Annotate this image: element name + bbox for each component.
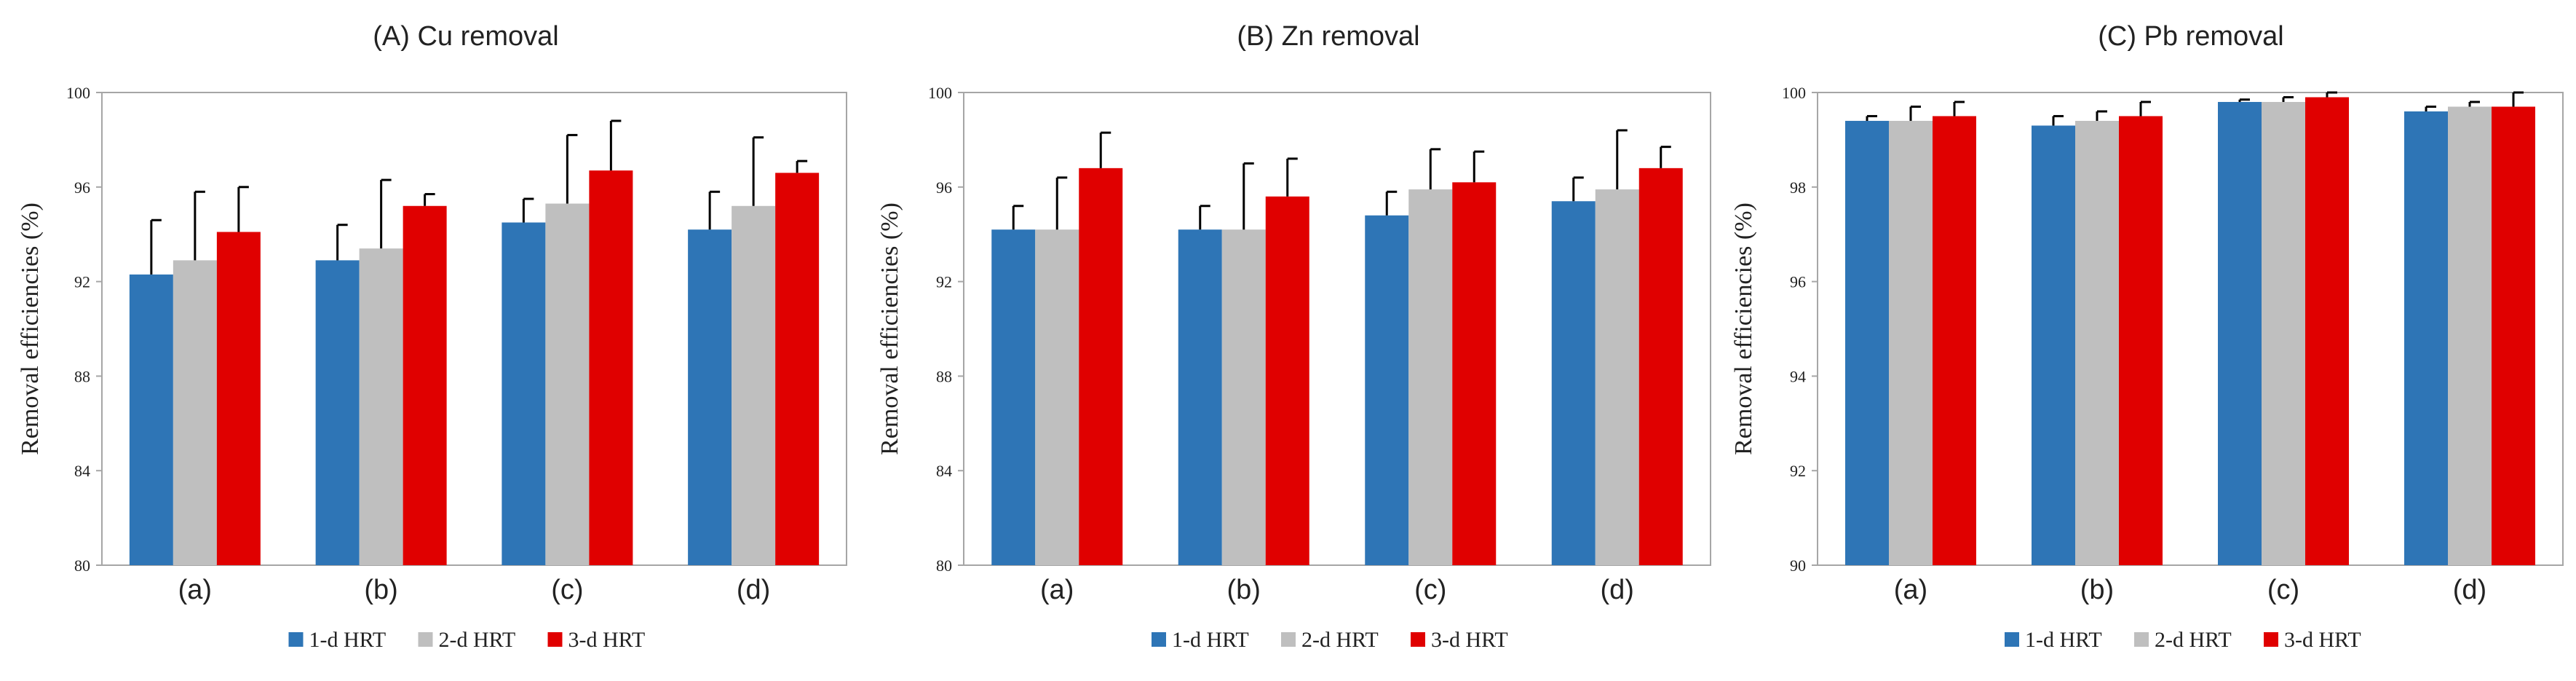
bar-c-2-d-hrt: [1408, 189, 1453, 565]
x-tick-label: (a): [1894, 575, 1927, 605]
chart-panel-1: (A) Cu removal 80 84 88 92 96 100 Removal effic…: [17, 21, 847, 652]
bar-a-1-d-hrt: [1845, 120, 1889, 565]
bar-c-1-d-hrt: [1365, 215, 1409, 565]
bar-d-2-d-hrt: [732, 205, 776, 565]
bar-b-2-d-hrt: [2075, 120, 2119, 565]
y-tick-label: 94: [1790, 367, 1806, 385]
y-tick-label: 100: [66, 84, 90, 102]
bar-a-2-d-hrt: [1035, 229, 1079, 565]
y-tick-label: 100: [928, 84, 952, 102]
y-tick-label: 98: [1790, 178, 1806, 197]
legend-swatch-1-d-hrt: [2005, 632, 2019, 647]
bar-b-2-d-hrt: [1221, 229, 1266, 565]
x-tick-label: (b): [364, 575, 397, 605]
y-axis-label: Removal efficiencies (%): [876, 202, 903, 455]
bar-c-1-d-hrt: [502, 222, 546, 565]
y-tick-label: 96: [74, 178, 90, 197]
bar-d-1-d-hrt: [1551, 201, 1596, 565]
bar-c-3-d-hrt: [589, 170, 633, 565]
bar-a-3-d-hrt: [216, 232, 261, 565]
legend-label-3-d-hrt: 3-d HRT: [568, 628, 646, 652]
bar-b-3-d-hrt: [2119, 116, 2163, 565]
legend-label-1-d-hrt: 1-d HRT: [1172, 628, 1249, 652]
legend-swatch-3-d-hrt: [547, 632, 563, 647]
bar-d-3-d-hrt: [775, 173, 820, 565]
y-tick-label: 80: [74, 556, 90, 575]
bar-a-1-d-hrt: [129, 274, 173, 565]
legend-label-2-d-hrt: 2-d HRT: [2155, 628, 2232, 652]
y-tick-label: 96: [1790, 273, 1806, 291]
bar-b-3-d-hrt: [403, 205, 447, 565]
legend-swatch-3-d-hrt: [2264, 632, 2278, 647]
y-tick-label: 100: [1782, 84, 1806, 102]
bar-a-1-d-hrt: [991, 229, 1036, 565]
y-tick-label: 92: [936, 273, 952, 291]
bar-b-2-d-hrt: [359, 248, 403, 565]
bar-d-1-d-hrt: [2404, 111, 2448, 565]
legend-label-3-d-hrt: 3-d HRT: [2284, 628, 2361, 652]
legend-swatch-1-d-hrt: [288, 632, 304, 647]
bar-d-2-d-hrt: [1595, 189, 1639, 565]
bar-d-3-d-hrt: [2492, 106, 2535, 566]
bar-b-1-d-hrt: [1178, 229, 1222, 565]
x-tick-label: (a): [178, 575, 212, 605]
bar-c-3-d-hrt: [1452, 182, 1497, 565]
bar-d-2-d-hrt: [2448, 106, 2492, 566]
x-tick-label: (b): [1227, 575, 1261, 605]
bar-a-2-d-hrt: [173, 260, 217, 565]
bar-c-2-d-hrt: [545, 203, 590, 565]
x-tick-label: (d): [2453, 575, 2486, 605]
y-tick-label: 92: [1790, 462, 1806, 480]
plot-frame: [101, 92, 847, 566]
y-tick-label: 80: [936, 556, 952, 575]
bar-d-1-d-hrt: [688, 229, 732, 565]
chart-panel-3: (C) Pb removal 90 92 94 96 98 100 Removal effic…: [1730, 21, 2564, 652]
x-tick-label: (d): [1601, 575, 1634, 605]
bar-c-2-d-hrt: [2262, 101, 2305, 566]
x-tick-label: (c): [551, 575, 583, 605]
chart-panel-2: (B) Zn removal 80 84 88 92 96 100 Removal effic…: [876, 21, 1711, 652]
legend-swatch-2-d-hrt: [1281, 632, 1296, 647]
y-tick-label: 88: [74, 367, 90, 385]
bar-b-3-d-hrt: [1265, 196, 1309, 565]
x-tick-label: (d): [737, 575, 770, 605]
chart-title: (C) Pb removal: [2098, 21, 2284, 52]
y-tick-label: 88: [936, 367, 952, 385]
legend-label-2-d-hrt: 2-d HRT: [1301, 628, 1379, 652]
plot-frame: [963, 92, 1711, 566]
bar-d-3-d-hrt: [1638, 168, 1683, 566]
bar-c-3-d-hrt: [2305, 97, 2349, 566]
bar-a-2-d-hrt: [1889, 120, 1933, 565]
bar-a-3-d-hrt: [1933, 116, 1976, 565]
x-tick-label: (a): [1040, 575, 1074, 605]
chart-title: (A) Cu removal: [373, 21, 559, 52]
legend-swatch-3-d-hrt: [1411, 632, 1425, 647]
y-tick-label: 92: [74, 273, 90, 291]
y-tick-label: 84: [936, 462, 952, 480]
legend-label-3-d-hrt: 3-d HRT: [1431, 628, 1508, 652]
x-tick-label: (b): [2080, 575, 2114, 605]
legend-swatch-1-d-hrt: [1152, 632, 1166, 647]
bar-b-1-d-hrt: [2032, 125, 2075, 565]
bar-a-3-d-hrt: [1079, 168, 1123, 566]
legend-label-1-d-hrt: 1-d HRT: [309, 628, 387, 652]
plot-frame: [1817, 92, 2564, 566]
bar-b-1-d-hrt: [315, 260, 360, 565]
y-axis-label: Removal efficiencies (%): [1730, 202, 1757, 455]
x-tick-label: (c): [1414, 575, 1446, 605]
x-tick-label: (c): [2267, 575, 2299, 605]
legend-swatch-2-d-hrt: [418, 632, 433, 647]
legend-swatch-2-d-hrt: [2134, 632, 2149, 647]
chart-title: (B) Zn removal: [1237, 21, 1419, 52]
y-tick-label: 96: [936, 178, 952, 197]
legend-label-2-d-hrt: 2-d HRT: [439, 628, 516, 652]
y-tick-label: 90: [1790, 556, 1806, 575]
y-tick-label: 84: [74, 462, 90, 480]
legend-label-1-d-hrt: 1-d HRT: [2025, 628, 2102, 652]
y-axis-label: Removal efficiencies (%): [17, 202, 44, 455]
bar-c-1-d-hrt: [2218, 101, 2262, 566]
